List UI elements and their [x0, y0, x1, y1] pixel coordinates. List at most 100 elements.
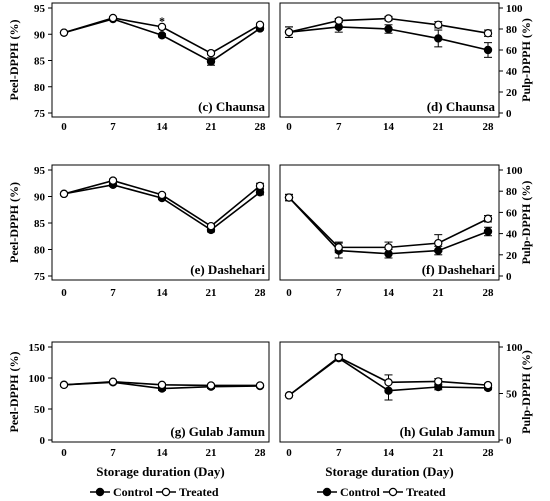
data-point-treated	[483, 214, 493, 223]
data-point-treated	[284, 27, 294, 37]
y-tick-label: 40	[506, 66, 518, 78]
x-tick-label: 28	[255, 121, 267, 133]
panel-label: (c) Chaunsa	[198, 99, 265, 114]
x-tick-label: 14	[157, 287, 169, 299]
x-tick-label: 21	[433, 121, 444, 133]
x-tick-label: 21	[206, 287, 217, 299]
panel-label: (g) Gulab Jamun	[170, 424, 265, 439]
chart-panel-g: 0 50 100 150 0 7 14 21 28 Peel-DPPH (%) Storage du…	[7, 341, 270, 479]
panel-frame	[279, 341, 500, 443]
chart-panel-d: 0 20 40 60 80 100 0 7 14 21 28 Pulp-DPPH (%) (d) Cha…	[279, 2, 533, 133]
data-point-treated	[384, 378, 393, 387]
y-tick-label: 80	[506, 24, 518, 36]
legend-marker-control	[95, 487, 105, 497]
panel-label: (f) Dashehari	[422, 262, 496, 277]
x-tick-label: 0	[286, 121, 292, 133]
y-tick-label: 50	[506, 389, 518, 401]
chart-panel-e: 75 80 85 90 95 0 7 14 21 28 Peel-DPPH (%) (e) Dashe…	[7, 164, 270, 299]
legend-marker-control	[322, 487, 332, 497]
x-tick-label: 21	[206, 447, 217, 459]
data-point-treated	[255, 381, 265, 390]
data-point-treated	[284, 391, 294, 400]
data-point-treated	[434, 238, 443, 248]
y-axis-title: Peel-DPPH (%)	[7, 20, 21, 101]
legend: Control Treated	[90, 485, 219, 499]
data-point-control	[483, 227, 493, 236]
y-axis-title: Pulp-DPPH (%)	[519, 181, 533, 265]
x-tick-label: 14	[157, 121, 169, 133]
data-point-treated	[334, 353, 343, 362]
data-point-treated	[59, 189, 69, 199]
data-point-treated	[206, 381, 216, 390]
data-point-treated	[206, 221, 216, 231]
x-tick-label: 28	[483, 447, 495, 459]
data-point-treated	[434, 377, 443, 386]
data-point-control	[434, 246, 443, 255]
x-axis-title: Storage duration (Day)	[325, 464, 454, 479]
y-tick-label: 75	[34, 271, 46, 283]
y-tick-label: 90	[34, 29, 46, 41]
annotation: *	[159, 14, 165, 28]
data-point-control	[157, 31, 167, 40]
chart-panel-h: 0 50 100 0 7 14 21 28 Pulp-DPPH (%) Storage durat…	[279, 341, 533, 479]
data-point-treated	[284, 193, 294, 202]
y-tick-label: 90	[34, 192, 46, 204]
series-line	[63, 179, 261, 228]
y-tick-label: 85	[34, 218, 46, 230]
series-line	[288, 196, 489, 249]
y-tick-label: 100	[506, 342, 523, 354]
y-tick-label: 0	[40, 435, 46, 447]
x-tick-label: 14	[383, 447, 395, 459]
y-axis-title: Pulp-DPPH (%)	[519, 18, 533, 102]
data-point-control	[384, 386, 393, 395]
y-tick-label: 0	[506, 435, 512, 447]
y-tick-label: 20	[506, 250, 518, 262]
legend-label-control: Control	[340, 485, 380, 499]
x-tick-label: 7	[110, 287, 116, 299]
x-tick-label: 7	[336, 121, 342, 133]
data-point-treated	[157, 190, 167, 200]
x-tick-label: 7	[110, 121, 116, 133]
panel-frame	[279, 2, 500, 118]
data-point-treated	[59, 28, 69, 37]
data-point-treated	[108, 176, 118, 185]
y-axis-title: Pulp-DPPH (%)	[519, 350, 533, 434]
x-tick-label: 21	[433, 447, 444, 459]
legend-marker-treated	[161, 487, 171, 497]
data-point-treated	[434, 20, 443, 29]
data-point-treated	[206, 48, 216, 58]
y-tick-label: 100	[506, 165, 523, 177]
data-point-treated	[384, 14, 393, 23]
legend-label-control: Control	[113, 485, 153, 499]
x-tick-label: 7	[336, 287, 342, 299]
data-point-treated	[483, 380, 493, 390]
y-tick-label: 95	[34, 165, 46, 177]
x-tick-label: 0	[61, 287, 67, 299]
data-point-treated	[334, 243, 343, 252]
y-tick-label: 80	[34, 245, 46, 257]
y-tick-label: 100	[29, 373, 46, 385]
series-treated	[63, 178, 264, 229]
x-tick-label: 7	[110, 447, 116, 459]
y-axis-title: Peel-DPPH (%)	[7, 182, 21, 263]
y-tick-label: 0	[506, 108, 512, 120]
x-tick-label: 14	[383, 287, 395, 299]
x-tick-label: 28	[255, 447, 267, 459]
data-point-control	[434, 34, 443, 43]
data-point-treated	[108, 377, 118, 386]
data-point-treated	[108, 13, 118, 23]
data-point-control	[384, 24, 393, 34]
x-axis-title: Storage duration (Day)	[96, 464, 225, 479]
y-tick-label: 60	[506, 207, 518, 219]
legend-label-treated: Treated	[179, 485, 219, 499]
data-point-treated	[157, 22, 167, 32]
legend: Control Treated	[317, 485, 446, 499]
data-point-treated	[483, 29, 493, 38]
y-tick-label: 75	[34, 108, 46, 120]
y-tick-label: 0	[506, 271, 512, 283]
y-tick-label: 100	[506, 3, 523, 15]
data-point-treated	[59, 380, 69, 390]
x-tick-label: 28	[483, 121, 495, 133]
y-tick-label: 80	[34, 82, 46, 94]
